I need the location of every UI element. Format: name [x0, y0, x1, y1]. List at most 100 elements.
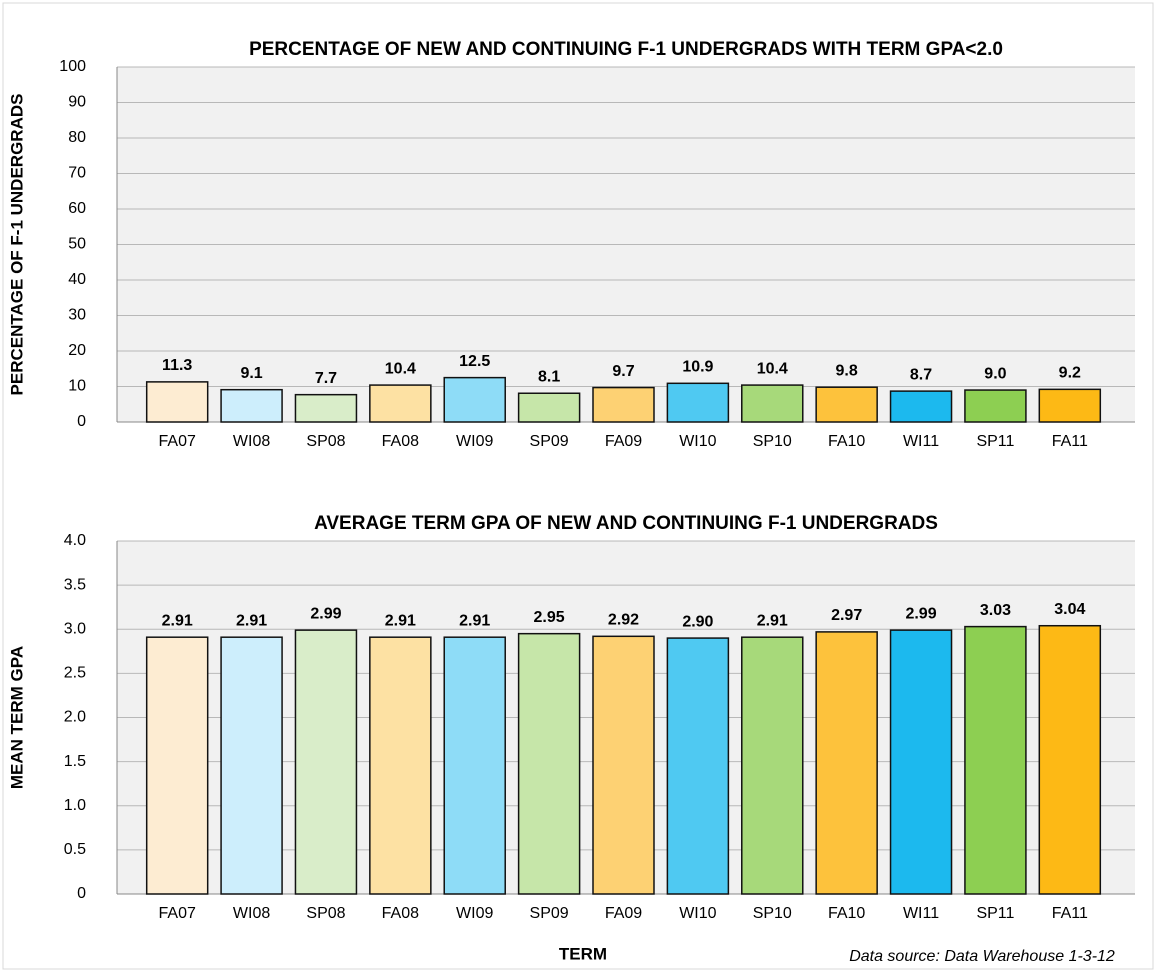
value-label: 2.90	[682, 613, 713, 630]
y-tick-label: 40	[68, 271, 86, 288]
y-tick-label: 1.0	[64, 797, 86, 814]
y-tick-label: 0	[77, 885, 86, 902]
x-tick-label: SP10	[753, 433, 792, 450]
bar	[517, 632, 581, 895]
y-tick-label: 60	[68, 200, 86, 217]
value-label: 2.91	[236, 612, 267, 629]
value-label: 12.5	[459, 353, 490, 370]
y-tick-label: 2.0	[64, 709, 86, 726]
x-tick-label: FA11	[1052, 433, 1088, 450]
value-label: 3.04	[1054, 601, 1085, 618]
chart-title: AVERAGE TERM GPA OF NEW AND CONTINUING F…	[314, 513, 938, 534]
value-label: 2.99	[310, 605, 341, 622]
value-label: 2.91	[459, 612, 490, 629]
value-label: 10.9	[682, 359, 713, 376]
y-tick-label: 100	[59, 58, 86, 75]
y-tick-label: 20	[68, 342, 86, 359]
x-axis-title: TERM	[559, 944, 607, 963]
x-tick-label: WI11	[903, 905, 939, 922]
bar	[666, 637, 730, 895]
x-tick-label: FA07	[159, 905, 196, 922]
bar	[443, 636, 506, 895]
x-tick-label: SP11	[976, 433, 1014, 450]
y-tick-label: 1.5	[64, 753, 86, 770]
x-tick-label: SP11	[976, 905, 1014, 922]
x-tick-label: WI10	[679, 905, 716, 922]
x-tick-label: WI11	[903, 433, 939, 450]
x-tick-label: FA08	[382, 433, 419, 450]
x-tick-label: WI09	[456, 905, 493, 922]
y-tick-label: 30	[68, 307, 86, 324]
bar	[889, 390, 953, 423]
x-tick-label: WI08	[233, 905, 270, 922]
bar	[815, 386, 878, 423]
x-tick-label: WI09	[456, 433, 493, 450]
y-tick-label: 2.5	[64, 665, 86, 682]
bar	[1038, 624, 1102, 895]
value-label: 10.4	[757, 360, 788, 377]
value-label: 9.0	[984, 365, 1006, 382]
x-tick-label: SP08	[306, 433, 345, 450]
value-label: 9.8	[836, 362, 858, 379]
bar	[220, 388, 283, 423]
value-label: 10.4	[385, 360, 416, 377]
bar	[145, 636, 209, 895]
bar	[145, 381, 209, 423]
y-tick-label: 3.0	[64, 620, 86, 637]
bar	[666, 382, 730, 423]
bar	[815, 631, 878, 895]
bar	[741, 636, 804, 895]
value-label: 2.99	[905, 605, 936, 622]
y-tick-label: 50	[68, 236, 86, 253]
bar	[517, 392, 581, 423]
y-axis-title: MEAN TERM GPA	[7, 646, 26, 789]
value-label: 3.03	[980, 602, 1011, 619]
bar	[369, 384, 432, 423]
value-label: 2.97	[831, 607, 862, 624]
value-label: 2.91	[757, 612, 788, 629]
y-tick-label: 70	[68, 165, 86, 182]
bar	[889, 629, 953, 895]
bar	[220, 636, 283, 895]
value-label: 8.1	[538, 368, 560, 385]
bar	[592, 635, 655, 895]
x-tick-label: FA09	[605, 905, 642, 922]
value-label: 9.7	[612, 363, 634, 380]
value-label: 2.91	[162, 612, 193, 629]
bar	[369, 636, 432, 895]
bar	[592, 386, 655, 423]
x-tick-label: SP09	[530, 905, 569, 922]
x-tick-label: SP10	[753, 905, 792, 922]
x-tick-label: SP08	[306, 905, 345, 922]
y-tick-label: 3.5	[64, 576, 86, 593]
bar	[1038, 388, 1102, 423]
value-label: 9.1	[240, 365, 262, 382]
bar	[443, 376, 506, 423]
y-tick-label: 10	[68, 378, 86, 395]
value-label: 2.92	[608, 612, 639, 629]
x-tick-label: FA11	[1052, 905, 1088, 922]
x-tick-label: WI08	[233, 433, 270, 450]
y-tick-label: 80	[68, 129, 86, 146]
value-label: 7.7	[315, 370, 337, 387]
value-label: 11.3	[162, 357, 192, 374]
bar	[294, 393, 358, 423]
chart-title: PERCENTAGE OF NEW AND CONTINUING F-1 UND…	[249, 39, 1003, 60]
x-tick-label: WI10	[679, 433, 716, 450]
y-tick-label: 4.0	[64, 532, 86, 549]
y-tick-label: 0	[77, 413, 86, 430]
value-label: 8.7	[910, 366, 932, 383]
x-tick-label: FA09	[605, 433, 642, 450]
source-note: Data source: Data Warehouse 1-3-12	[849, 948, 1115, 965]
bar	[964, 625, 1027, 895]
x-tick-label: FA07	[159, 433, 196, 450]
x-tick-label: FA10	[828, 433, 865, 450]
value-label: 2.95	[534, 609, 565, 626]
y-tick-label: 90	[68, 94, 86, 111]
bar	[294, 629, 358, 895]
x-tick-label: FA08	[382, 905, 419, 922]
y-axis-title: PERCENTAGE OF F-1 UNDERGRADS	[7, 94, 26, 396]
value-label: 9.2	[1059, 365, 1081, 382]
